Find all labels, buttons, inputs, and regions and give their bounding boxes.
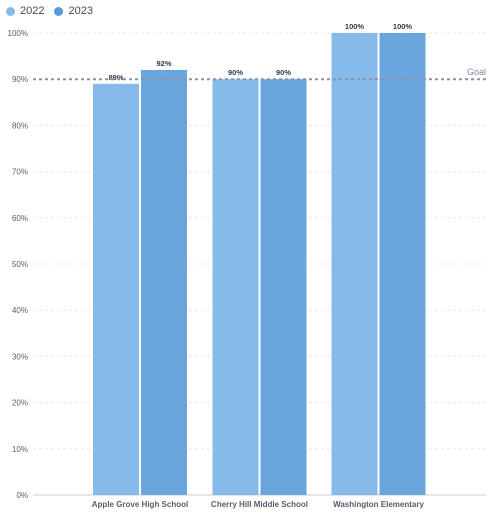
- x-category-label: Washington Elementary: [333, 500, 424, 509]
- goal-label: Goal: [467, 67, 486, 77]
- legend-dot-2022: [6, 6, 15, 16]
- legend-label-2023: 2023: [68, 5, 93, 17]
- data-label: 100%: [393, 22, 413, 31]
- y-tick-label: 10%: [12, 445, 28, 454]
- legend-label-2022: 2022: [20, 5, 45, 17]
- y-tick-label: 90%: [12, 75, 28, 84]
- bar-2022-1[interactable]: [212, 79, 259, 495]
- y-tick-label: 40%: [12, 306, 28, 315]
- bar-2022-0[interactable]: [93, 83, 139, 495]
- bar-2023-2[interactable]: [379, 33, 426, 495]
- legend-dot-2023: [54, 6, 64, 16]
- x-category-label: Apple Grove High School: [92, 500, 188, 509]
- data-label: 89%: [108, 73, 123, 82]
- data-label: 90%: [276, 68, 291, 77]
- y-tick-label: 30%: [12, 352, 28, 361]
- y-tick-label: 100%: [8, 29, 28, 38]
- bar-2023-0[interactable]: [141, 69, 187, 496]
- legend: 2022 2023: [6, 5, 103, 17]
- bar-2023-1[interactable]: [260, 79, 307, 495]
- x-category-label: Cherry Hill Middle School: [211, 500, 308, 509]
- y-tick-label: 20%: [12, 399, 28, 408]
- y-tick-label: 70%: [12, 168, 28, 177]
- y-tick-label: 80%: [12, 121, 28, 130]
- data-label: 92%: [156, 59, 171, 68]
- legend-item-2022[interactable]: 2022: [6, 5, 44, 17]
- y-tick-label: 60%: [12, 214, 28, 223]
- y-tick-label: 50%: [12, 260, 28, 269]
- legend-item-2023[interactable]: 2023: [54, 5, 93, 17]
- bar-2022-2[interactable]: [331, 33, 378, 495]
- data-label: 90%: [228, 68, 243, 77]
- y-tick-label: 0%: [16, 491, 28, 500]
- data-label: 100%: [345, 22, 365, 31]
